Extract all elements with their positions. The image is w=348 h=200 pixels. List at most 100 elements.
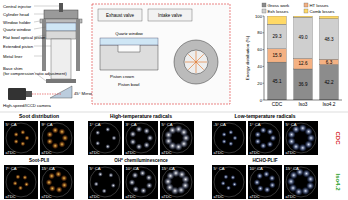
bowl-outline	[42, 123, 72, 153]
base-shim	[46, 79, 76, 83]
luminosity	[20, 141, 25, 146]
piston-section	[100, 45, 158, 70]
label: 3° CA	[126, 122, 137, 127]
label: 42.2	[325, 80, 334, 85]
image-cell	[40, 165, 74, 199]
bowl-outline	[6, 123, 36, 153]
label: 5° CA	[90, 166, 101, 171]
luminosity	[267, 128, 274, 135]
luminosity	[263, 171, 270, 178]
luminosity	[24, 182, 29, 187]
bowl-outline	[250, 167, 280, 197]
label: aTDC	[6, 151, 16, 155]
label: 10° CA	[250, 166, 264, 171]
image-cell	[124, 121, 158, 155]
luminosity	[143, 128, 150, 135]
label: Exhaust valve	[106, 13, 135, 18]
image-cell	[212, 121, 246, 155]
luminosity	[49, 185, 56, 192]
label: 49.0	[299, 35, 308, 40]
label: Iso4.2	[335, 173, 341, 191]
luminosity	[98, 172, 103, 177]
label: 60	[257, 47, 262, 52]
bar-segment	[268, 16, 287, 24]
label: Comb losses	[310, 9, 335, 14]
spray	[196, 62, 197, 73]
label: 36.9	[299, 82, 308, 87]
window-holder	[40, 19, 82, 23]
bowl-outline	[214, 167, 244, 197]
window-section	[100, 38, 158, 45]
label: -5° CA	[214, 122, 227, 127]
luminosity	[228, 141, 233, 146]
luminosity	[46, 131, 53, 138]
label: aTDC	[42, 195, 52, 199]
label: 9° CA	[42, 122, 53, 127]
liner	[76, 19, 80, 71]
luminosity	[129, 179, 136, 186]
label: aTDC	[162, 195, 172, 199]
image-group: Soot distributionSoot-PLII5° CAaTDC9° CA…	[4, 113, 74, 199]
label: 12.6	[299, 61, 308, 66]
label: aTDC	[126, 195, 136, 199]
luminosity	[136, 143, 143, 150]
bar-segment	[320, 59, 339, 64]
luminosity	[95, 130, 100, 135]
label: 1° CA	[90, 122, 101, 127]
label: Central injector	[3, 4, 32, 9]
bowl-outline	[162, 123, 192, 153]
spray	[196, 62, 204, 70]
luminosity	[18, 185, 23, 190]
leader	[34, 56, 42, 57]
bowl-outline	[162, 167, 192, 197]
label: aTDC	[126, 151, 136, 155]
leader	[34, 72, 46, 81]
label: 48.3	[325, 37, 334, 42]
label: Flat bowl optical piston	[3, 35, 46, 40]
piston	[46, 31, 76, 39]
label: Soot-PLII	[29, 158, 49, 163]
image-cell	[88, 121, 122, 155]
mirror	[50, 86, 72, 98]
bowl-outline	[214, 123, 244, 153]
bar-segment	[320, 19, 339, 60]
bar-segment	[268, 62, 287, 100]
leader	[34, 21, 40, 22]
leader	[34, 14, 44, 15]
tick	[263, 49, 265, 50]
label: 5° CA	[6, 122, 17, 127]
luminosity	[108, 173, 113, 178]
chart: 45.115.929.336.912.649.042.26.348.3CDCIs…	[245, 3, 342, 107]
luminosity	[254, 138, 261, 145]
label: 10° CA	[126, 166, 140, 171]
luminosity	[46, 179, 53, 186]
luminosity	[130, 139, 137, 146]
luminosity	[269, 182, 276, 189]
bowl-outline	[6, 167, 36, 197]
image-cell	[4, 165, 38, 199]
label: aTDC	[214, 195, 224, 199]
bar-segment	[294, 58, 313, 69]
luminosity	[95, 141, 100, 146]
luminosity	[136, 126, 143, 133]
luminosity	[232, 182, 237, 187]
leader	[34, 35, 46, 37]
luminosity	[25, 136, 30, 141]
bowl-outline	[286, 123, 316, 153]
legend-swatch	[262, 9, 266, 13]
luminosity	[257, 185, 264, 192]
label: 1° CA	[250, 122, 261, 127]
label: Quartz window	[3, 27, 32, 32]
label: 80	[257, 30, 262, 35]
luminosity	[61, 175, 68, 182]
luminosity	[59, 128, 66, 135]
luminosity	[55, 171, 62, 178]
luminosity	[233, 136, 238, 141]
label: CDC	[335, 132, 341, 146]
label: 5° CA	[162, 122, 173, 127]
x-axis	[264, 100, 342, 101]
bar-segment	[320, 65, 339, 100]
bowl-outline	[286, 167, 316, 197]
image-group: High-temperature radicalsOH* chemilumine…	[88, 113, 194, 199]
luminosity	[228, 130, 233, 135]
